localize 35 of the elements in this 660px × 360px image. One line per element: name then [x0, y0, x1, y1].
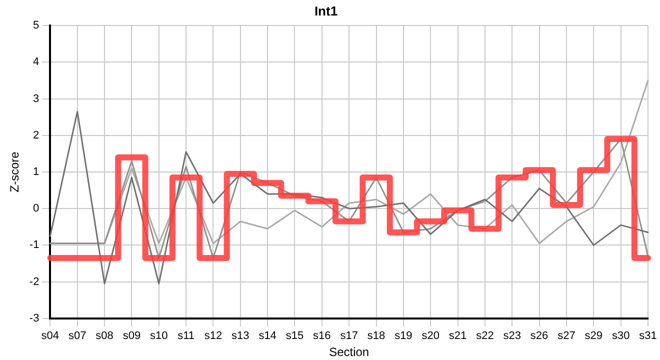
- y-tick-label: 3: [33, 92, 40, 105]
- y-tick-label: 5: [33, 20, 40, 32]
- y-tick-label: -1: [29, 239, 40, 252]
- x-tick-label: s26: [530, 330, 548, 342]
- x-tick-label: s12: [204, 330, 222, 342]
- x-axis-title: Section: [329, 345, 370, 360]
- x-tick-label: s22: [476, 330, 494, 342]
- x-tick-label: s29: [584, 330, 603, 342]
- y-tick-label: 0: [33, 202, 40, 215]
- x-tick-label: s21: [448, 330, 467, 342]
- x-tick-label: s23: [503, 330, 522, 342]
- x-tick-label: s18: [367, 330, 386, 342]
- x-tick-label: s16: [313, 330, 331, 342]
- y-tick-label: 4: [33, 56, 40, 68]
- x-tick-label: s14: [258, 330, 276, 342]
- y-tick-label: -2: [29, 276, 40, 288]
- x-tick-label: s09: [122, 330, 141, 342]
- x-tick-label: s27: [558, 330, 576, 342]
- x-tick-label: s19: [394, 330, 412, 342]
- x-tick-label: s07: [68, 330, 86, 342]
- y-axis-title: Z-score: [8, 151, 22, 192]
- x-tick-label: s13: [232, 330, 250, 342]
- x-tick-label: s15: [286, 330, 304, 342]
- x-tick-label: s11: [178, 330, 195, 342]
- x-tick-label: s31: [639, 330, 657, 342]
- x-tick-label: s10: [150, 330, 168, 342]
- x-tick-label: s04: [41, 330, 60, 342]
- x-tick-label: s30: [612, 330, 630, 342]
- x-tick-label: s20: [422, 330, 440, 342]
- chart-title: Int1: [314, 3, 338, 18]
- x-tick-label: s08: [96, 330, 114, 342]
- y-tick-label: 2: [33, 129, 40, 142]
- y-tick-label: -3: [29, 312, 40, 324]
- y-tick-label: 1: [33, 166, 40, 178]
- x-tick-label: s17: [340, 330, 358, 342]
